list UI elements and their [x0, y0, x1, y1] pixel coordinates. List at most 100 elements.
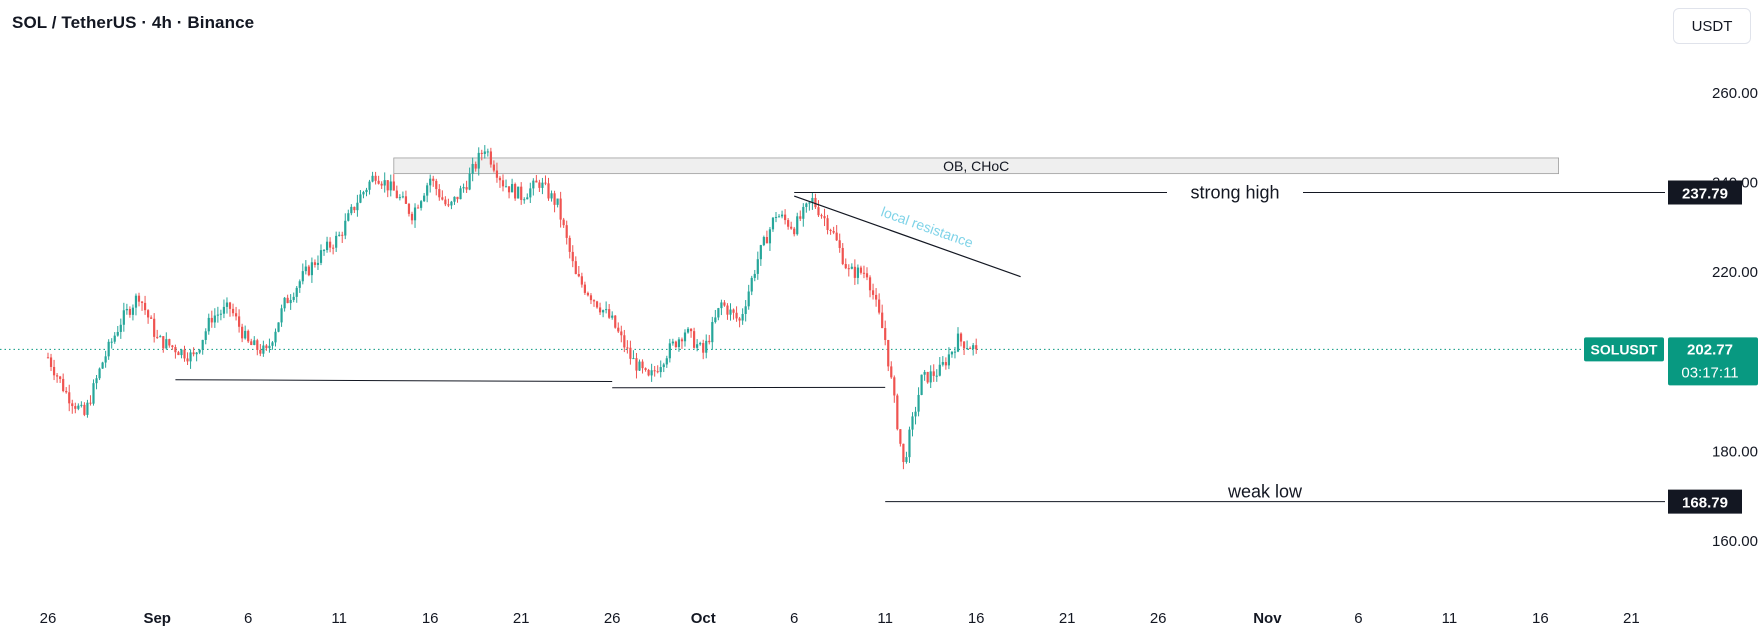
currency-button[interactable]: USDT	[1673, 8, 1751, 44]
candle-body	[611, 315, 614, 318]
candle-body	[447, 204, 450, 206]
candle-body	[137, 295, 141, 302]
candle-body	[674, 341, 677, 348]
candle-body	[914, 411, 917, 417]
candle-body	[972, 345, 975, 349]
candle-body	[98, 368, 101, 379]
candle-body	[389, 181, 392, 191]
candle-body	[244, 330, 247, 339]
candle-body	[565, 225, 568, 238]
candle-body	[756, 259, 759, 274]
candle-body	[162, 336, 165, 349]
candle-body	[932, 371, 935, 376]
weak-low-price-label: 168.79	[1682, 495, 1728, 512]
candle-body	[359, 194, 362, 203]
candle-body	[520, 186, 523, 200]
candle-body	[568, 237, 571, 252]
candle-body	[420, 201, 423, 208]
candle-body	[268, 345, 271, 349]
candle-body	[192, 352, 195, 355]
candle-body	[844, 264, 847, 269]
candle-body	[793, 228, 796, 235]
candle-body	[617, 327, 620, 332]
candle-body	[838, 240, 841, 248]
candle-body	[668, 343, 671, 359]
candle-body	[644, 368, 647, 370]
candle-body	[59, 376, 62, 379]
candle-body	[832, 230, 835, 233]
candle-body	[180, 349, 183, 356]
candle-body	[975, 345, 978, 350]
candle-body	[829, 229, 832, 231]
candle-body	[398, 197, 401, 199]
candle-body	[168, 339, 171, 346]
candle-body	[429, 178, 432, 186]
x-axis-tick-label: 26	[1150, 610, 1167, 627]
candle-body	[368, 181, 371, 190]
candle-body	[344, 220, 347, 236]
x-axis-tick-label: 6	[1354, 610, 1362, 627]
candle-body	[416, 207, 420, 209]
candle-body	[884, 328, 887, 340]
candle-body	[950, 351, 954, 355]
x-axis-tick-label: Oct	[691, 610, 716, 627]
x-axis-tick-label: 16	[1532, 610, 1549, 627]
candle-body	[929, 371, 932, 383]
candle-body	[638, 361, 641, 371]
candle-body	[238, 316, 241, 327]
candle-body	[140, 301, 144, 303]
candle-body	[686, 328, 690, 333]
candle-body	[492, 164, 495, 171]
strong-high-price-label: 237.79	[1682, 186, 1728, 203]
candle-body	[62, 378, 65, 391]
candle-body	[189, 352, 192, 362]
candle-body	[517, 186, 520, 199]
candle-body	[501, 180, 505, 187]
candle-body	[495, 170, 499, 178]
candle-body	[143, 302, 147, 311]
countdown-label: 03:17:11	[1681, 364, 1738, 381]
candle-body	[450, 201, 453, 206]
candle-body	[292, 296, 295, 300]
candle-body	[201, 339, 204, 350]
candle-body	[859, 267, 863, 273]
candle-body	[186, 358, 189, 362]
candle-body	[881, 312, 884, 329]
x-axis-tick-label: Sep	[143, 610, 171, 627]
candle-body	[717, 308, 720, 318]
candle-body	[83, 404, 86, 415]
candle-body	[301, 271, 304, 282]
candle-body	[459, 188, 462, 200]
candle-body	[480, 152, 483, 154]
candle-body	[523, 199, 526, 201]
candle-body	[213, 315, 216, 323]
candle-body	[474, 163, 477, 169]
candle-body	[623, 335, 626, 348]
candle-body	[456, 196, 459, 200]
candle-body	[210, 317, 213, 323]
candle-body	[52, 366, 56, 376]
candle-body	[350, 206, 353, 214]
candle-body	[720, 302, 723, 309]
candle-body	[647, 369, 650, 376]
candle-body	[71, 403, 74, 407]
candle-body	[753, 273, 756, 278]
candle-body	[529, 188, 532, 198]
candle-body	[723, 302, 726, 306]
candle-body	[959, 333, 963, 342]
candle-body	[234, 313, 238, 317]
candle-body	[426, 185, 429, 196]
candle-body	[586, 292, 590, 296]
candle-body	[935, 375, 938, 377]
candle-body	[787, 220, 790, 227]
candle-body	[316, 262, 320, 265]
x-axis-tick-label: 21	[513, 610, 530, 627]
candle-body	[911, 416, 914, 430]
candle-body	[228, 302, 232, 309]
candle-body	[207, 317, 210, 332]
candle-body	[875, 294, 878, 300]
candle-body	[347, 213, 350, 221]
candle-body	[289, 299, 292, 304]
candle-body	[765, 237, 768, 244]
